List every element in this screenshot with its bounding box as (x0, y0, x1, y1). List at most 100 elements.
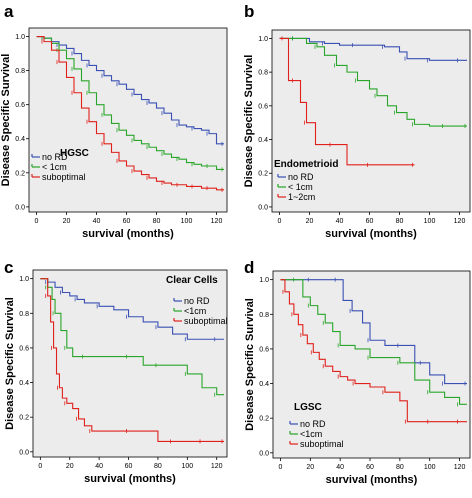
x-tick-label: 120 (454, 218, 466, 225)
y-tick-label: 0.2 (19, 415, 29, 422)
series-line-0 (36, 35, 224, 145)
legend-title: HGSC (60, 148, 89, 159)
series-line-2 (36, 35, 224, 191)
y-tick-label: 0.4 (258, 137, 268, 144)
x-tick-label: 40 (336, 218, 344, 225)
y-tick-label: 0.6 (15, 102, 25, 109)
x-tick-label: 0 (35, 218, 39, 225)
y-axis-label: Disease Specific Survival (4, 297, 16, 430)
series-line-0 (280, 279, 468, 385)
x-tick-label: 80 (153, 218, 161, 225)
x-tick-label: 80 (396, 218, 404, 225)
panel-letter: c (4, 258, 13, 277)
x-tick-label: 100 (424, 464, 436, 471)
y-tick-label: 0.2 (259, 416, 269, 423)
series-line-2 (279, 37, 415, 166)
y-tick-label: 0.8 (258, 70, 268, 77)
legend-label: suboptimal (300, 439, 344, 449)
series-line-1 (40, 278, 225, 396)
panel-a: a 0.0 0.2 0.4 0.6 0.8 1.0 0 20 40 60 80 100 120 surviv… (0, 2, 228, 240)
y-tick-label: 0.2 (258, 171, 268, 178)
plot-area (32, 269, 228, 458)
y-tick-label: 0.4 (15, 136, 25, 143)
legend-title: Clear Cells (166, 275, 218, 286)
panel-letter: b (244, 2, 254, 21)
y-tick-label: 0.8 (19, 311, 29, 318)
y-tick-label: 1.0 (258, 36, 268, 43)
x-axis-label: survival (months) (326, 474, 418, 486)
legend-label: < 1cm (42, 162, 67, 172)
y-tick-label: 1.0 (19, 276, 29, 283)
y-tick-label: 0.6 (258, 103, 268, 110)
y-tick-label: 1.0 (259, 277, 269, 284)
plot-area (272, 270, 471, 459)
series-line-0 (279, 37, 467, 61)
x-tick-label: 80 (396, 464, 404, 471)
y-tick-label: 0.0 (259, 450, 269, 457)
y-axis-label: Disease Specific Survival (0, 54, 12, 187)
legend-label: suboptimal (184, 316, 228, 326)
y-tick-label: 0.4 (259, 381, 269, 388)
x-tick-label: 0 (38, 463, 42, 470)
x-tick-label: 40 (336, 464, 344, 471)
legend-label: <1cm (300, 429, 322, 439)
x-axis-label: survival (months) (84, 473, 176, 485)
legend-label: no RD (42, 152, 68, 162)
legend-label: no RD (184, 296, 210, 306)
y-tick-label: 0.6 (19, 345, 29, 352)
series-line-1 (280, 279, 468, 405)
y-tick-label: 0.8 (259, 312, 269, 319)
panel-b: b 0.0 0.2 0.4 0.6 0.8 1.0 0 20 40 60 80 100 120 surviv… (243, 2, 471, 240)
x-tick-label: 60 (366, 218, 374, 225)
x-tick-label: 120 (454, 464, 466, 471)
x-tick-label: 60 (366, 464, 374, 471)
legend-label: no RD (288, 172, 314, 182)
y-tick-label: 0.0 (258, 204, 268, 211)
x-tick-label: 120 (211, 463, 223, 470)
y-tick-label: 1.0 (15, 34, 25, 41)
legend-label: < 1cm (288, 182, 313, 192)
panel-c: c 0.0 0.2 0.4 0.6 0.8 1.0 0 20 40 60 80 100 120 surviv… (4, 258, 228, 485)
x-axis-label: survival (months) (325, 228, 417, 240)
y-tick-label: 0.0 (19, 449, 29, 456)
legend-label: 1~2cm (288, 192, 315, 202)
x-tick-label: 0 (279, 464, 283, 471)
y-axis-label: Disease Specific Survival (244, 298, 256, 431)
series-line-2 (280, 279, 468, 423)
panel-letter: d (244, 258, 254, 277)
x-tick-label: 80 (154, 463, 162, 470)
x-axis-label: survival (months) (82, 228, 174, 240)
y-tick-label: 0.0 (15, 204, 25, 211)
series-line-0 (40, 278, 225, 340)
y-axis-label: Disease Specific Survival (243, 55, 255, 188)
x-tick-label: 40 (95, 463, 103, 470)
x-tick-label: 20 (306, 464, 314, 471)
panel-d: d 0.0 0.2 0.4 0.6 0.8 1.0 0 20 40 60 80 100 120 surviv… (244, 258, 471, 486)
plot-area (28, 27, 228, 213)
legend-label: <1cm (184, 306, 206, 316)
legend-label: no RD (300, 419, 326, 429)
series-line-1 (279, 37, 467, 127)
series-line-2 (40, 278, 225, 442)
y-tick-label: 0.2 (15, 170, 25, 177)
x-tick-label: 40 (93, 218, 101, 225)
x-tick-label: 100 (181, 463, 193, 470)
x-tick-label: 0 (278, 218, 282, 225)
x-tick-label: 60 (125, 463, 133, 470)
x-tick-label: 100 (181, 218, 193, 225)
x-tick-label: 20 (306, 218, 314, 225)
series-line-1 (36, 35, 224, 170)
y-tick-label: 0.4 (19, 380, 29, 387)
panel-letter: a (4, 2, 14, 21)
x-tick-label: 60 (123, 218, 131, 225)
x-tick-label: 100 (424, 218, 436, 225)
x-tick-label: 20 (66, 463, 74, 470)
y-tick-label: 0.6 (259, 346, 269, 353)
legend-title: Endometrioid (274, 159, 338, 170)
legend-title: LGSC (294, 402, 322, 413)
y-tick-label: 0.8 (15, 68, 25, 75)
x-tick-label: 120 (211, 218, 223, 225)
x-tick-label: 20 (63, 218, 71, 225)
legend-label: suboptimal (42, 172, 86, 182)
